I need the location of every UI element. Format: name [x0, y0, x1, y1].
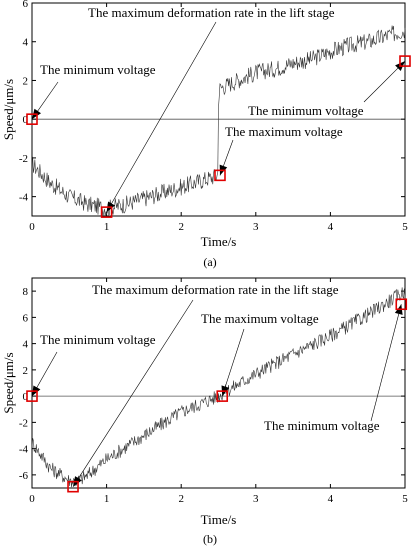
highlight-marker — [26, 390, 38, 402]
annotation-label: The maximum deformation rate in the lift… — [92, 282, 339, 297]
highlight-marker — [216, 390, 229, 402]
highlight-marker — [399, 55, 411, 67]
y-tick-label: -2 — [19, 417, 28, 429]
x-tick-label: 5 — [402, 221, 408, 233]
y-tick-label: -4 — [19, 444, 29, 456]
x-tick-label: 5 — [402, 493, 408, 505]
x-tick-label: 2 — [178, 221, 184, 233]
x-tick-label: 4 — [328, 221, 334, 233]
annotation-label: The minimum voltage — [40, 62, 156, 77]
x-tick-label: 0 — [29, 221, 35, 233]
annotation-leader — [106, 21, 217, 213]
y-tick-label: 0 — [23, 391, 29, 403]
highlight-marker — [214, 169, 226, 182]
caption-a: (a) — [203, 255, 216, 269]
annotation-label: The maximum voltage — [225, 124, 343, 139]
x-tick-label: 3 — [253, 493, 259, 505]
y-tick-label: 4 — [23, 339, 29, 351]
highlight-marker — [26, 113, 38, 125]
x-axis-label: Time/s — [201, 512, 237, 527]
y-tick-label: -2 — [19, 153, 28, 165]
x-tick-label: 3 — [253, 221, 259, 233]
annotation-label: The maximum deformation rate in the lift… — [88, 5, 335, 20]
annotation-label: The minimum voltage — [264, 418, 380, 433]
annotation-leader — [72, 299, 194, 487]
annotation-label: The minimum voltage — [248, 103, 364, 118]
y-axis-label: Speed/μm/s — [1, 79, 16, 140]
chart-panel-b: 0 1 2 3 4 5 -6 -4 -2 0 2 4 6 8 Time/s Speed/μm/s The max… — [1, 277, 408, 527]
y-tick-label: -6 — [19, 470, 29, 482]
plot-frame — [31, 277, 406, 489]
x-axis-label: Time/s — [201, 234, 237, 249]
speed-series-line — [31, 287, 406, 488]
x-tick-label: 2 — [178, 493, 184, 505]
annotation-leader — [221, 328, 245, 397]
y-tick-label: 0 — [23, 114, 29, 126]
highlight-marker — [67, 480, 79, 493]
x-tick-label: 1 — [104, 493, 110, 505]
speed-series-line — [31, 25, 406, 217]
annotation-leader — [370, 304, 402, 422]
plot-frame — [31, 2, 406, 217]
highlight-marker — [100, 206, 113, 218]
caption-b: (b) — [203, 532, 217, 546]
x-tick-label: 1 — [104, 221, 110, 233]
annotation-label: The maximum voltage — [201, 311, 319, 326]
y-tick-label: 2 — [23, 365, 29, 377]
chart-panel-a: 0 1 2 3 4 5 -4 -2 0 2 4 6 Time/s Speed/μm/s The maximu… — [1, 0, 411, 249]
annotation-label: The minimum voltage — [40, 332, 156, 347]
highlight-marker — [395, 298, 408, 311]
y-tick-label: 6 — [23, 312, 29, 324]
y-axis-label: Speed/μm/s — [1, 352, 16, 413]
x-tick-label: 4 — [328, 493, 334, 505]
y-tick-label: 8 — [23, 286, 29, 298]
y-tick-label: 4 — [23, 37, 29, 49]
x-tick-label: 0 — [29, 493, 35, 505]
y-tick-label: 2 — [23, 75, 29, 87]
y-tick-label: -4 — [19, 192, 29, 204]
y-tick-label: 6 — [23, 0, 29, 10]
